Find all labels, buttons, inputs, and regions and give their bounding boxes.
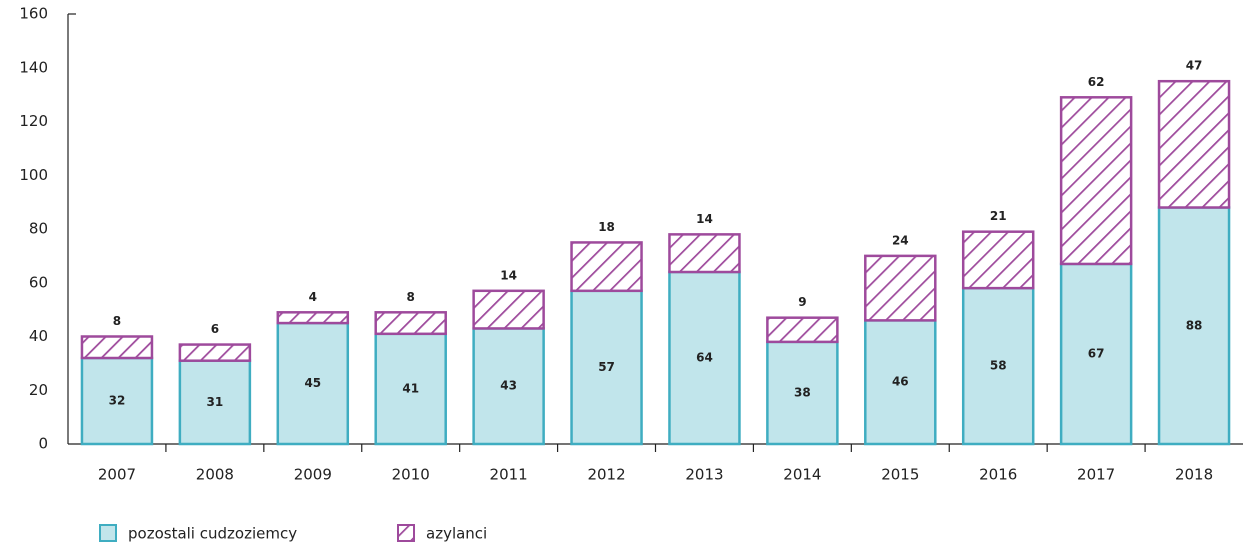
legend-swatch [397,524,415,542]
value-label: 14 [696,212,713,226]
x-tick-label: 2008 [196,466,234,484]
value-label: 46 [892,375,909,389]
y-tick-label: 20 [29,381,48,399]
value-label: 88 [1186,318,1203,332]
bar-segment [1157,79,1231,209]
bar-segment [668,233,741,274]
bar-segment [178,359,252,446]
bar-segment [1157,206,1231,446]
value-label: 8 [113,314,121,328]
value-label: 9 [798,295,806,309]
x-tick-label: 2016 [979,466,1017,484]
y-tick-label: 40 [29,327,48,345]
value-label: 21 [990,209,1007,223]
legend-label: pozostali cudzoziemcy [128,525,297,543]
bar-segment [80,356,154,446]
value-label: 43 [500,379,517,393]
value-label: 31 [207,395,224,409]
x-tick-label: 2007 [98,466,136,484]
x-tick-label: 2013 [685,466,723,484]
bar-segment [570,289,643,446]
y-tick-label: 140 [19,58,48,76]
x-tick-label: 2011 [490,466,528,484]
bar-segment [80,335,154,360]
value-label: 18 [598,220,615,234]
bar-segment [374,311,447,336]
bar-segment [472,289,545,330]
bar-segment [276,311,350,325]
x-tick-label: 2012 [587,466,625,484]
bar-segment [668,270,741,446]
x-tick-label: 2015 [881,466,919,484]
value-label: 58 [990,359,1007,373]
bar-segment [1059,262,1133,446]
value-label: 67 [1088,346,1105,360]
value-label: 8 [407,290,415,304]
bar-segment [570,241,643,293]
x-tick-label: 2014 [783,466,821,484]
value-label: 4 [309,290,317,304]
bar-segment [961,286,1035,446]
y-tick-label: 60 [29,273,48,291]
bar-segment [276,321,350,446]
value-label: 6 [211,322,219,336]
legend-label: azylanci [426,525,487,543]
bar-segment [864,254,937,322]
y-tick-label: 160 [19,5,48,23]
x-tick-label: 2010 [392,466,430,484]
bar-segment [864,319,937,446]
value-label: 24 [892,233,909,247]
value-label: 64 [696,351,713,365]
value-label: 45 [304,376,321,390]
value-label: 62 [1088,75,1105,89]
x-tick-label: 2009 [294,466,332,484]
y-tick-label: 120 [19,112,48,130]
bar-segment [472,327,545,446]
legend-swatch [99,524,117,542]
value-label: 57 [598,360,615,374]
y-tick-label: 100 [19,166,48,184]
value-label: 38 [794,385,811,399]
x-tick-label: 2018 [1175,466,1213,484]
value-label: 47 [1186,59,1203,73]
bar-segment [766,316,839,344]
bar-segment [178,343,252,362]
value-label: 14 [500,268,517,282]
y-tick-label: 80 [29,220,48,238]
bar-segment [961,230,1035,290]
value-label: 41 [402,381,419,395]
value-label: 32 [109,394,126,408]
bar-segment [1059,96,1133,266]
bar-segment [374,332,447,446]
bar-segment [766,340,839,446]
y-tick-label: 0 [38,435,48,453]
x-tick-label: 2017 [1077,466,1115,484]
